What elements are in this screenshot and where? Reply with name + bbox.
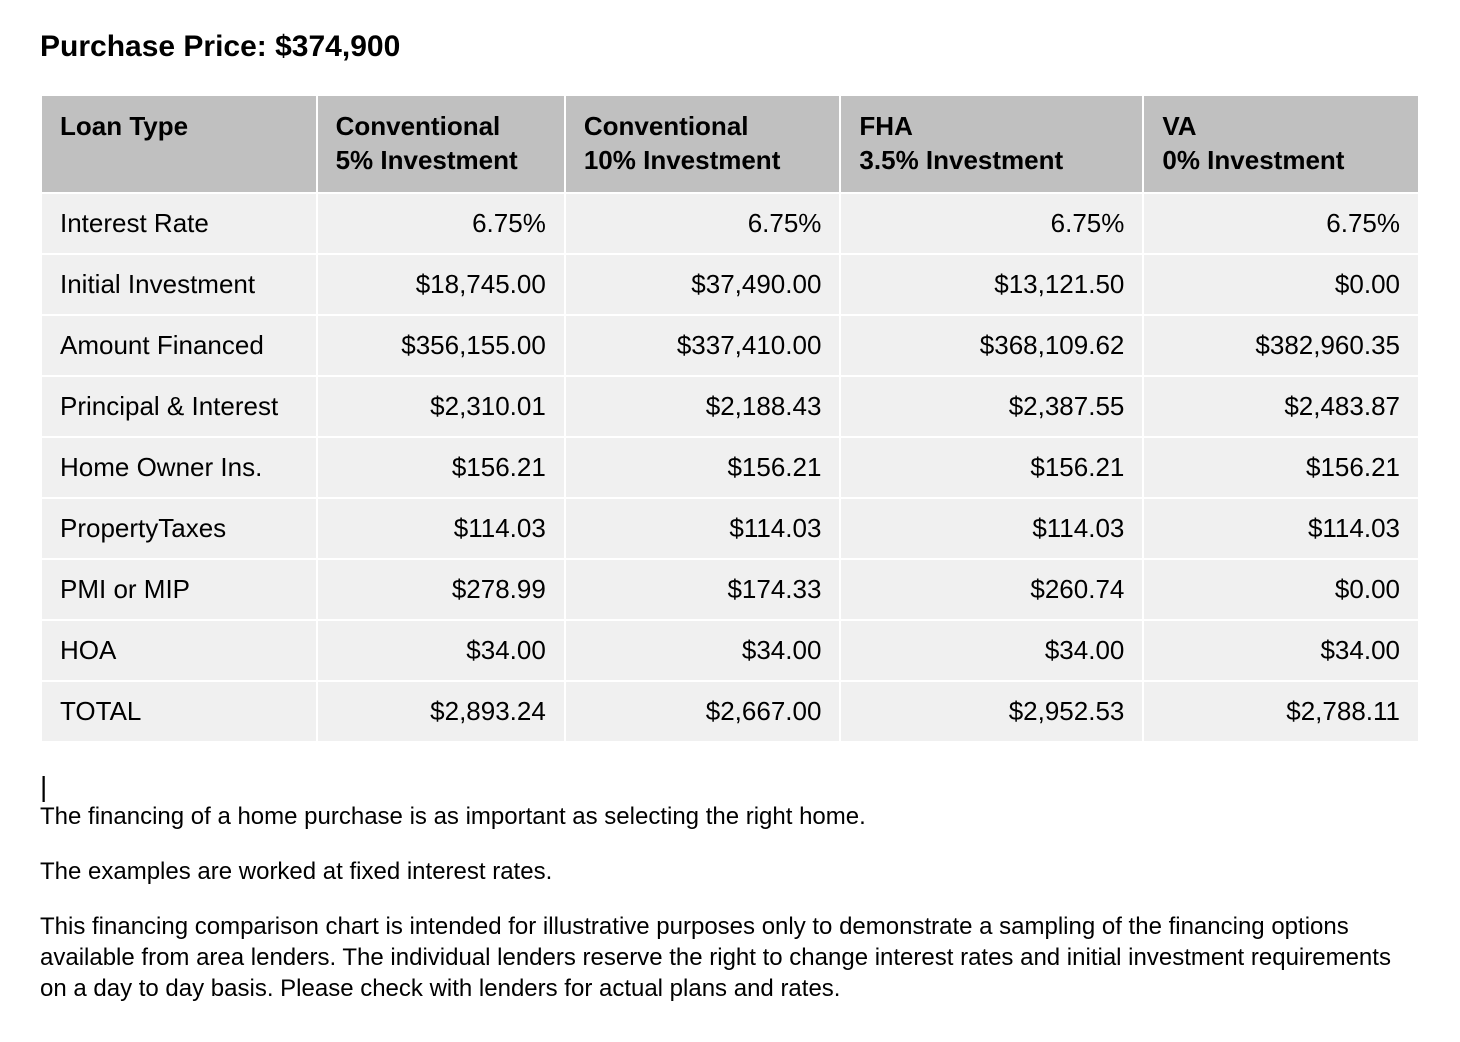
table-row: PMI or MIP$278.99$174.33$260.74$0.00 [42,560,1418,619]
table-header-row: Loan Type Conventional 5% Investment Con… [42,96,1418,192]
cell-value: $2,788.11 [1144,682,1418,741]
table-row: Interest Rate6.75%6.75%6.75%6.75% [42,194,1418,253]
header-col-1-line1: Conventional [584,110,824,144]
note-paragraph-3: This financing comparison chart is inten… [40,911,1420,1005]
cell-value: $356,155.00 [318,316,564,375]
row-label: Amount Financed [42,316,316,375]
cell-value: $260.74 [841,560,1142,619]
row-label: HOA [42,621,316,680]
cell-value: $2,483.87 [1144,377,1418,436]
cell-value: $2,387.55 [841,377,1142,436]
cell-value: $0.00 [1144,255,1418,314]
cell-value: $114.03 [566,499,840,558]
header-col-2-line1: FHA [859,110,1126,144]
cell-value: $2,667.00 [566,682,840,741]
header-col-3-line1: VA [1162,110,1402,144]
cell-value: $37,490.00 [566,255,840,314]
cell-value: $2,952.53 [841,682,1142,741]
notes-section: The financing of a home purchase is as i… [40,801,1420,1005]
header-loan-type: Loan Type [42,96,316,192]
cell-value: $114.03 [318,499,564,558]
cell-value: 6.75% [841,194,1142,253]
cell-value: $382,960.35 [1144,316,1418,375]
table-body: Interest Rate6.75%6.75%6.75%6.75%Initial… [42,194,1418,741]
row-label: Principal & Interest [42,377,316,436]
header-col-0: Conventional 5% Investment [318,96,564,192]
cell-value: $156.21 [1144,438,1418,497]
cell-value: $174.33 [566,560,840,619]
header-col-0-line1: Conventional [336,110,548,144]
cell-value: $156.21 [318,438,564,497]
cell-value: $2,310.01 [318,377,564,436]
header-col-1-line2: 10% Investment [584,144,824,178]
table-row: HOA$34.00$34.00$34.00$34.00 [42,621,1418,680]
cell-value: $18,745.00 [318,255,564,314]
loan-comparison-table: Loan Type Conventional 5% Investment Con… [40,94,1420,743]
cell-value: 6.75% [318,194,564,253]
note-paragraph-1: The financing of a home purchase is as i… [40,801,1420,832]
note-paragraph-2: The examples are worked at fixed interes… [40,856,1420,887]
cell-value: $114.03 [841,499,1142,558]
table-row: Initial Investment$18,745.00$37,490.00$1… [42,255,1418,314]
header-col-1: Conventional 10% Investment [566,96,840,192]
table-row: Amount Financed$356,155.00$337,410.00$36… [42,316,1418,375]
cell-value: $156.21 [566,438,840,497]
cell-value: $2,188.43 [566,377,840,436]
row-label: PMI or MIP [42,560,316,619]
cell-value: $13,121.50 [841,255,1142,314]
page-title: Purchase Price: $374,900 [40,30,1420,64]
table-row: Home Owner Ins.$156.21$156.21$156.21$156… [42,438,1418,497]
header-col-2-line2: 3.5% Investment [859,144,1126,178]
text-cursor: | [40,773,1420,801]
header-col-3-line2: 0% Investment [1162,144,1402,178]
row-label: PropertyTaxes [42,499,316,558]
table-row: TOTAL$2,893.24$2,667.00$2,952.53$2,788.1… [42,682,1418,741]
cell-value: 6.75% [566,194,840,253]
header-col-2: FHA 3.5% Investment [841,96,1142,192]
row-label: Interest Rate [42,194,316,253]
header-col-3: VA 0% Investment [1144,96,1418,192]
cell-value: $0.00 [1144,560,1418,619]
cell-value: $337,410.00 [566,316,840,375]
cell-value: $34.00 [318,621,564,680]
cell-value: $156.21 [841,438,1142,497]
cell-value: $34.00 [841,621,1142,680]
row-label: Initial Investment [42,255,316,314]
row-label: Home Owner Ins. [42,438,316,497]
cell-value: $114.03 [1144,499,1418,558]
table-row: PropertyTaxes$114.03$114.03$114.03$114.0… [42,499,1418,558]
cell-value: $368,109.62 [841,316,1142,375]
row-label: TOTAL [42,682,316,741]
cell-value: 6.75% [1144,194,1418,253]
table-row: Principal & Interest$2,310.01$2,188.43$2… [42,377,1418,436]
header-col-0-line2: 5% Investment [336,144,548,178]
cell-value: $34.00 [1144,621,1418,680]
cell-value: $2,893.24 [318,682,564,741]
cell-value: $278.99 [318,560,564,619]
cell-value: $34.00 [566,621,840,680]
